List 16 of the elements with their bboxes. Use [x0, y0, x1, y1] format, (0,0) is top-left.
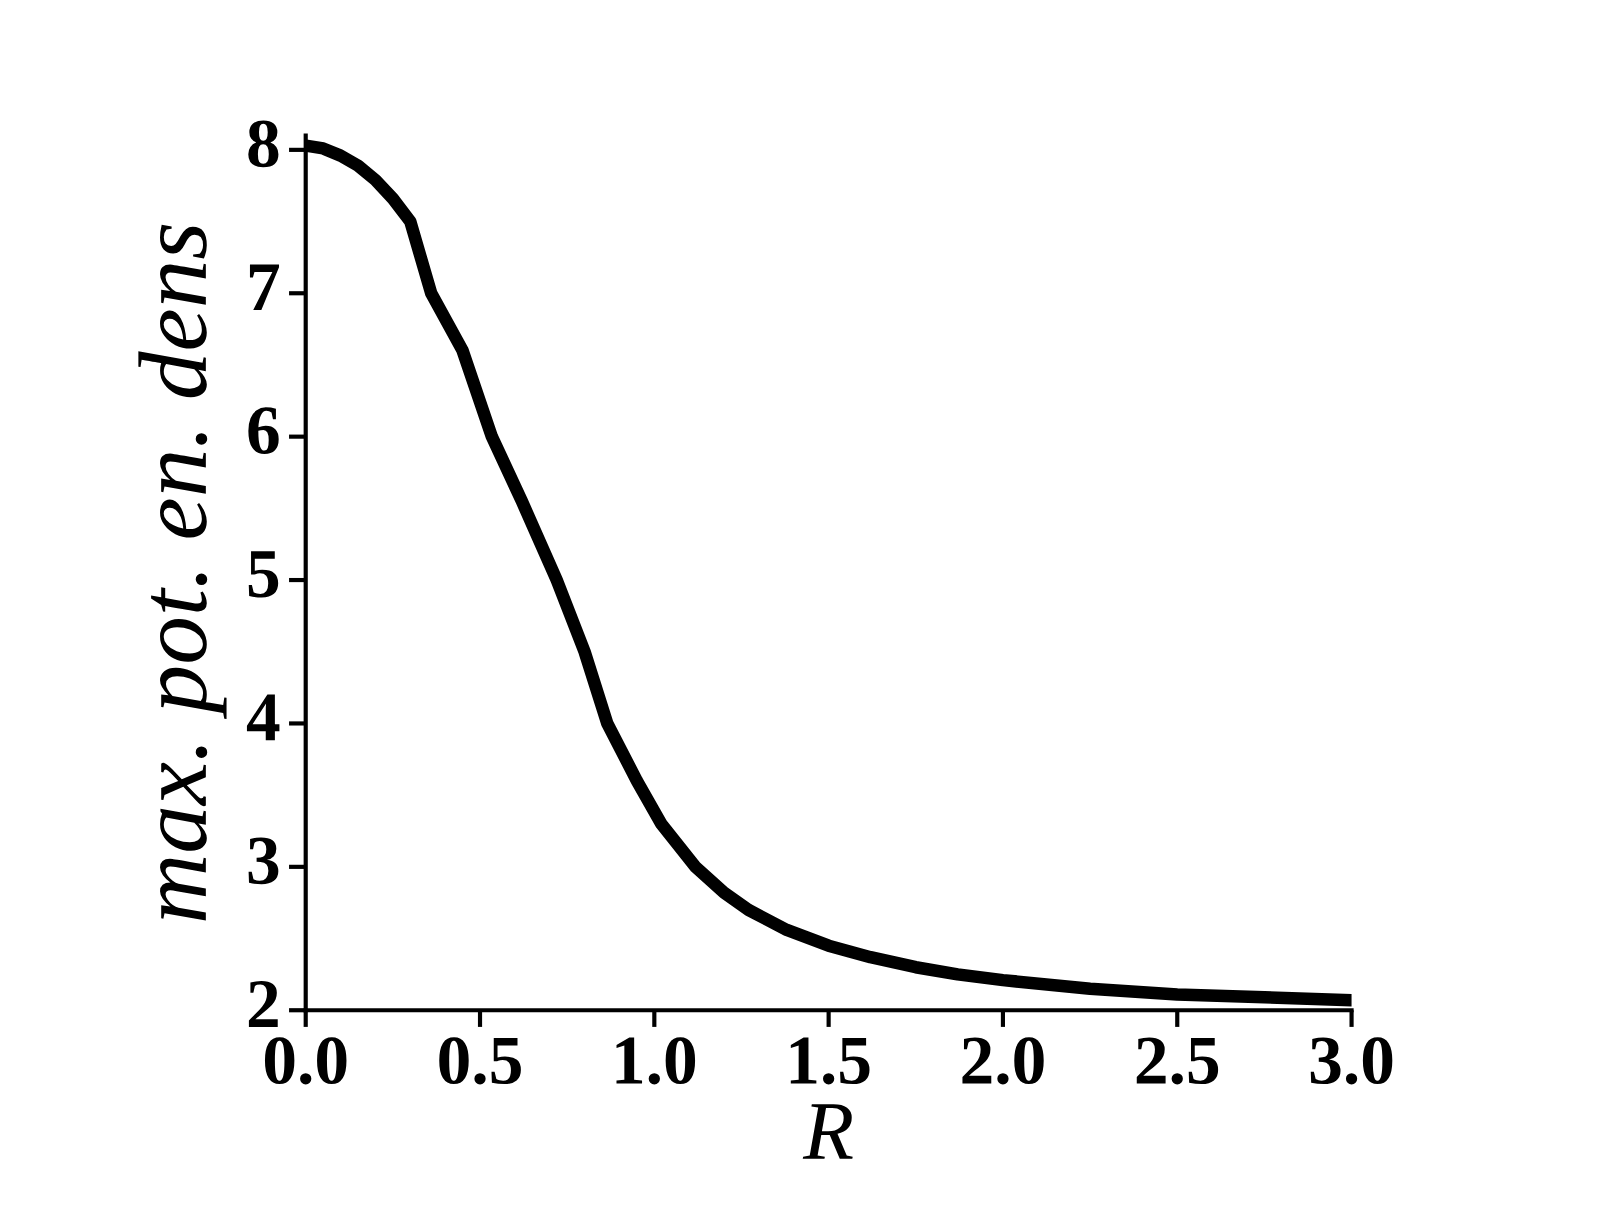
x-tick-label: 2.5: [1136, 1037, 1219, 1085]
x-axis-title: R: [802, 1104, 853, 1159]
x-tick-label: 1.0: [616, 1037, 696, 1085]
x-tick-label: 0.0: [264, 1037, 347, 1085]
y-tick-label: 2: [248, 980, 278, 1027]
x-tick-label: 2.0: [962, 1037, 1044, 1085]
y-tick-label: 3: [248, 837, 279, 885]
y-tick-label: 5: [248, 551, 279, 598]
x-tick-label: 1.5: [790, 1037, 870, 1085]
x-tick-label: 3.0: [1310, 1037, 1393, 1085]
y-tick-label: 6: [248, 407, 279, 455]
y-tick-label: 4: [246, 694, 280, 741]
y-axis-title: max. pot. en. dens: [138, 224, 227, 921]
y-tick-label: 8: [248, 120, 279, 168]
x-tick-label: 0.5: [439, 1037, 521, 1085]
y-tick-label: 7: [249, 264, 280, 310]
